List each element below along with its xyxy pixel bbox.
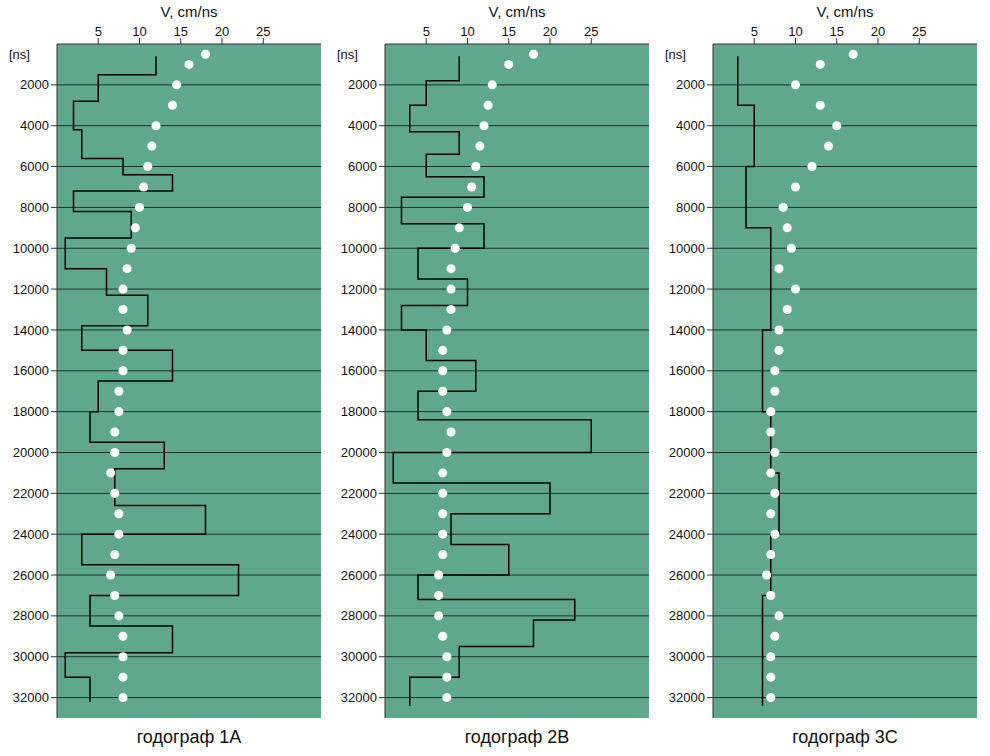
svg-text:14000: 14000 (669, 323, 705, 338)
svg-text:14000: 14000 (13, 323, 49, 338)
svg-text:32000: 32000 (13, 690, 49, 705)
svg-text:6000: 6000 (20, 159, 49, 174)
svg-text:20000: 20000 (341, 445, 377, 460)
svg-text:4000: 4000 (676, 118, 705, 133)
svg-text:28000: 28000 (669, 608, 705, 623)
svg-text:32000: 32000 (341, 690, 377, 705)
svg-text:22000: 22000 (341, 486, 377, 501)
html-text:V, cm/ns: V, cm/ns (160, 3, 218, 20)
svg-text:24000: 24000 (13, 527, 49, 542)
svg-text:25: 25 (256, 24, 270, 39)
svg-text:15: 15 (174, 24, 188, 39)
svg-text:22000: 22000 (669, 486, 705, 501)
svg-text:25: 25 (912, 24, 926, 39)
svg-text:16000: 16000 (341, 363, 377, 378)
svg-text:20000: 20000 (13, 445, 49, 460)
svg-text:18000: 18000 (13, 404, 49, 419)
svg-text:15: 15 (502, 24, 516, 39)
html-text:V, cm/ns: V, cm/ns (816, 3, 874, 20)
html-text:годограф 3C: годограф 3C (792, 727, 898, 747)
svg-text:16000: 16000 (669, 363, 705, 378)
svg-text:8000: 8000 (20, 200, 49, 215)
svg-text:28000: 28000 (341, 608, 377, 623)
svg-text:5: 5 (751, 24, 758, 39)
svg-text:22000: 22000 (13, 486, 49, 501)
svg-text:15: 15 (830, 24, 844, 39)
svg-text:2000: 2000 (348, 77, 377, 92)
svg-text:30000: 30000 (341, 649, 377, 664)
svg-text:25: 25 (584, 24, 598, 39)
svg-text:26000: 26000 (669, 568, 705, 583)
svg-text:12000: 12000 (341, 282, 377, 297)
svg-text:12000: 12000 (13, 282, 49, 297)
svg-text:20: 20 (215, 24, 229, 39)
svg-text:2000: 2000 (20, 77, 49, 92)
svg-text:4000: 4000 (20, 118, 49, 133)
html-text:годограф 2B: годограф 2B (464, 727, 570, 747)
svg-text:20: 20 (543, 24, 557, 39)
svg-text:8000: 8000 (676, 200, 705, 215)
svg-text:30000: 30000 (669, 649, 705, 664)
svg-text:2000: 2000 (676, 77, 705, 92)
svg-text:20000: 20000 (669, 445, 705, 460)
html-text:[ns]: [ns] (665, 47, 686, 62)
svg-text:24000: 24000 (669, 527, 705, 542)
html-text:годограф 1A: годограф 1A (136, 727, 242, 747)
html-text:[ns]: [ns] (337, 47, 358, 62)
svg-text:10000: 10000 (341, 241, 377, 256)
svg-text:6000: 6000 (348, 159, 377, 174)
svg-text:32000: 32000 (669, 690, 705, 705)
svg-text:10: 10 (460, 24, 474, 39)
svg-text:18000: 18000 (341, 404, 377, 419)
svg-text:5: 5 (95, 24, 102, 39)
svg-text:12000: 12000 (669, 282, 705, 297)
svg-text:28000: 28000 (13, 608, 49, 623)
svg-text:20: 20 (871, 24, 885, 39)
svg-text:4000: 4000 (348, 118, 377, 133)
svg-text:10000: 10000 (13, 241, 49, 256)
svg-text:18000: 18000 (669, 404, 705, 419)
html-text:V, cm/ns: V, cm/ns (488, 3, 546, 20)
svg-text:6000: 6000 (676, 159, 705, 174)
svg-text:26000: 26000 (341, 568, 377, 583)
svg-text:10: 10 (132, 24, 146, 39)
svg-text:30000: 30000 (13, 649, 49, 664)
svg-text:24000: 24000 (341, 527, 377, 542)
svg-text:16000: 16000 (13, 363, 49, 378)
svg-text:5: 5 (423, 24, 430, 39)
svg-text:10000: 10000 (669, 241, 705, 256)
svg-text:8000: 8000 (348, 200, 377, 215)
svg-text:10: 10 (788, 24, 802, 39)
svg-text:14000: 14000 (341, 323, 377, 338)
html-text:[ns]: [ns] (9, 47, 30, 62)
svg-text:26000: 26000 (13, 568, 49, 583)
